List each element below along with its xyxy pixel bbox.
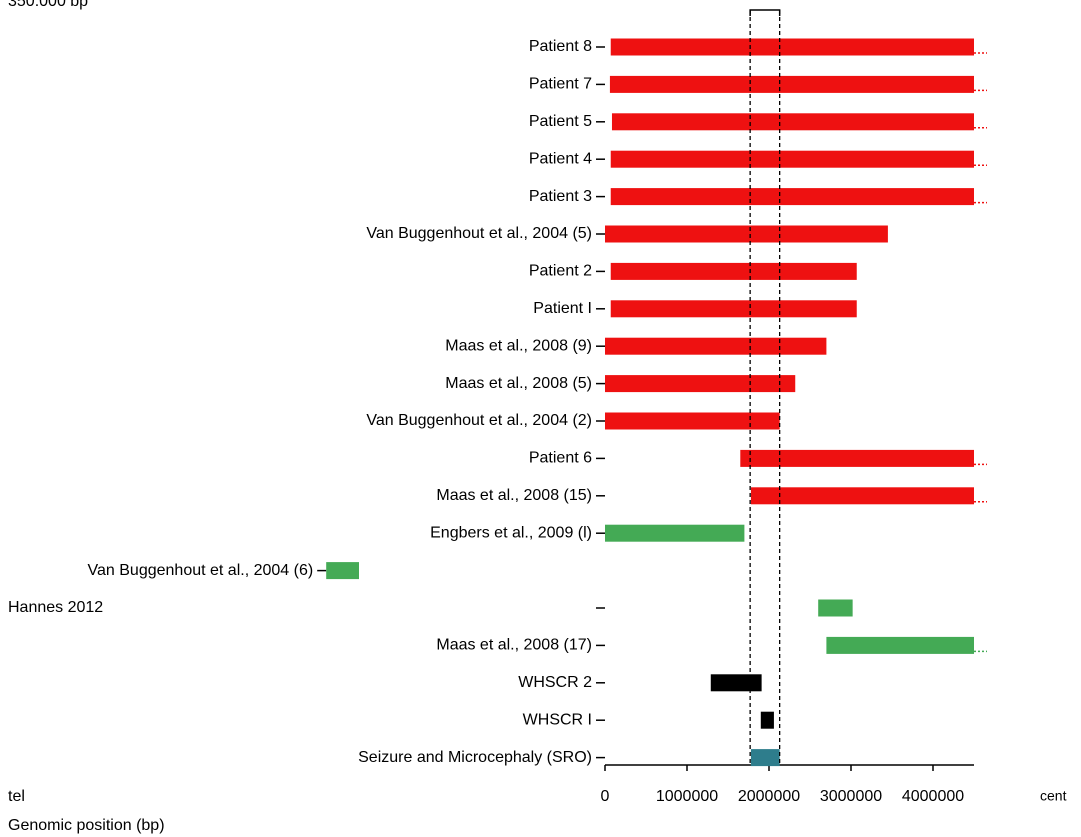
row-label: Van Buggenhout et al., 2004 (6)	[88, 562, 314, 579]
region-bracket	[749, 9, 781, 16]
range-bar	[605, 375, 796, 393]
range-bar	[826, 636, 974, 654]
row-label: Hannes 2012	[8, 599, 103, 616]
row-label: WHSCR 2	[518, 674, 592, 691]
row-label: Patient 7	[529, 76, 592, 93]
row-label: Van Buggenhout et al., 2004 (2)	[366, 412, 592, 429]
range-bar	[610, 262, 857, 280]
row-label: Maas et al., 2008 (5)	[445, 375, 592, 392]
row-label: Maas et al., 2008 (17)	[436, 637, 592, 654]
range-bar	[610, 150, 974, 168]
range-bar	[605, 337, 827, 355]
row-label: Engbers et al., 2009 (l)	[430, 524, 592, 541]
x-tick-label: 4000000	[902, 788, 964, 805]
range-bar	[760, 711, 774, 729]
range-bar	[818, 599, 853, 617]
row-label: Patient 8	[529, 38, 592, 55]
range-bar	[740, 449, 974, 467]
row-label: Van Buggenhout et al., 2004 (5)	[366, 225, 592, 242]
row-label: WHSCR I	[523, 711, 592, 728]
x-tick-label: 0	[601, 788, 610, 805]
x-axis-label: Genomic position (bp)	[8, 817, 165, 834]
row-label: Patient 6	[529, 450, 592, 467]
row-label: Maas et al., 2008 (15)	[436, 487, 592, 504]
row-label: Patient 2	[529, 263, 592, 280]
row-label: Patient 5	[529, 113, 592, 130]
range-bar	[750, 749, 780, 767]
x-tick-label: 3000000	[820, 788, 882, 805]
range-bar	[611, 113, 974, 131]
range-bar	[750, 487, 974, 505]
row-label: Patient 3	[529, 188, 592, 205]
row-label: Patient 4	[529, 150, 592, 167]
x-tick-label: 1000000	[656, 788, 718, 805]
range-bar	[610, 188, 974, 206]
range-bar	[609, 75, 974, 93]
range-bar	[605, 412, 780, 430]
cent-label: cent	[1040, 788, 1067, 804]
row-label: Maas et al., 2008 (9)	[445, 337, 592, 354]
x-tick-label: 2000000	[738, 788, 800, 805]
row-label: Patient I	[533, 300, 592, 317]
row-label: Seizure and Microcephaly (SRO)	[358, 749, 592, 766]
range-bar	[610, 300, 857, 318]
range-bar	[610, 38, 974, 56]
tel-label: tel	[8, 788, 25, 805]
range-bar	[605, 524, 745, 542]
range-bar	[326, 562, 359, 580]
top-note: 350.000 bp	[8, 0, 88, 10]
range-bar	[605, 225, 888, 243]
range-bar	[710, 674, 762, 692]
